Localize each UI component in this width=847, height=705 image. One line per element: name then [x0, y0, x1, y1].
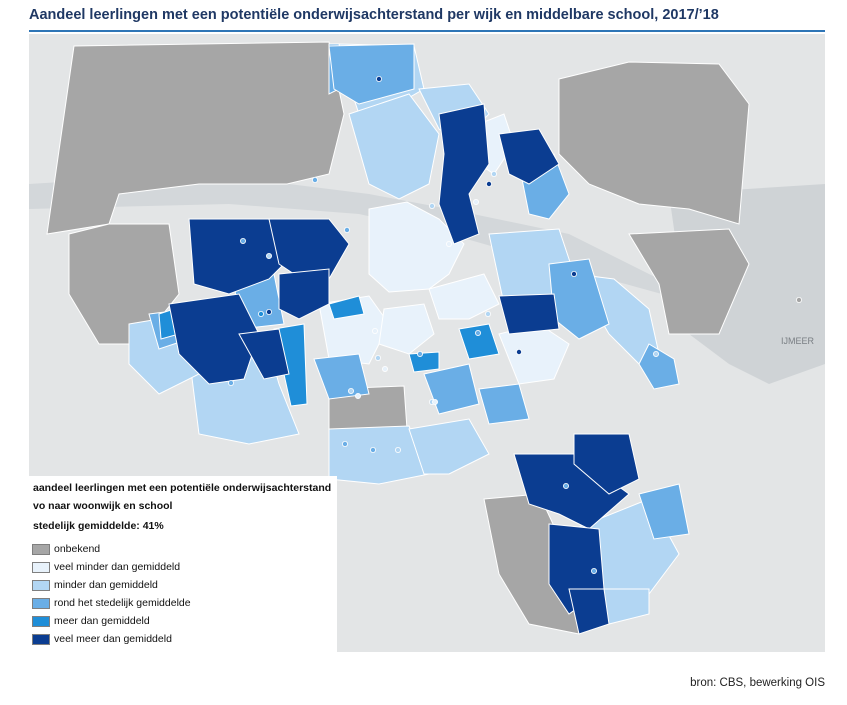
- ijmeer-label: IJMEER: [781, 336, 815, 346]
- legend-item-much-higher: veel meer dan gemiddeld: [32, 631, 172, 647]
- school-dot: [265, 308, 272, 315]
- area-watergraafsmeer: [478, 383, 530, 425]
- school-dot: [472, 198, 479, 205]
- area-noord-oost: [558, 61, 750, 225]
- legend-item-lower: minder dan gemiddeld: [32, 577, 158, 593]
- ij-river: [29, 174, 669, 296]
- area-noord-top: [328, 43, 415, 105]
- legend-swatch: [32, 579, 50, 591]
- legend-item-label: rond het stedelijk gemiddelde: [54, 597, 191, 609]
- school-dot: [375, 76, 382, 83]
- school-dot: [563, 482, 570, 489]
- school-dot: [515, 348, 522, 355]
- legend-item-average: rond het stedelijk gemiddelde: [32, 595, 191, 611]
- area-centrum-oost: [428, 273, 500, 320]
- area-noord-midden: [348, 93, 440, 200]
- legend-item-much-lower: veel minder dan gemiddeld: [32, 559, 180, 575]
- legend-item-label: veel minder dan gemiddeld: [54, 561, 181, 573]
- map-area: IJMEER: [29, 34, 825, 652]
- unknown-areas: [46, 41, 750, 635]
- area-osdorp-oost: [238, 328, 290, 380]
- school-dot: [381, 365, 388, 372]
- map-title: Aandeel leerlingen met een potentiële on…: [29, 7, 719, 23]
- school-markers: [227, 76, 803, 575]
- area-ijburg: [638, 343, 680, 390]
- legend-swatch: [32, 543, 50, 555]
- legend-item-label: minder dan gemiddeld: [54, 579, 158, 591]
- school-dot: [571, 270, 578, 277]
- districts-much-higher: [168, 103, 640, 635]
- area-zuid-west: [313, 353, 370, 400]
- school-dot: [653, 350, 660, 357]
- legend-item-label: meer dan gemiddeld: [54, 615, 150, 627]
- area-indische-buurt: [498, 293, 560, 335]
- legend-swatch: [32, 615, 50, 627]
- area-oost-haven: [628, 228, 750, 335]
- area-bijlmer-oost: [573, 433, 640, 495]
- area-noord-banne: [438, 103, 490, 245]
- legend-item-unknown: onbekend: [32, 541, 100, 557]
- map-legend: aandeel leerlingen met een potentiële on…: [29, 476, 337, 652]
- school-dot: [428, 202, 435, 209]
- school-dot: [431, 398, 438, 405]
- school-dot: [474, 329, 481, 336]
- school-dot: [445, 240, 452, 247]
- legend-title: aandeel leerlingen met een potentiële on…: [33, 482, 332, 494]
- school-dot: [394, 446, 401, 453]
- area-osdorp-centrum: [168, 293, 260, 385]
- legend-item-label: veel meer dan gemiddeld: [54, 633, 172, 645]
- legend-swatch: [32, 597, 50, 609]
- school-dot: [311, 176, 318, 183]
- area-kinkerbuurt: [328, 295, 365, 320]
- legend-average: stedelijk gemiddelde: 41%: [33, 520, 164, 532]
- school-dot: [341, 440, 348, 447]
- school-dot: [796, 296, 803, 303]
- area-centrum-west: [368, 201, 465, 293]
- school-dot: [347, 387, 354, 394]
- school-dot: [490, 170, 497, 177]
- title-rule: [29, 30, 825, 32]
- school-dot: [416, 350, 423, 357]
- school-dot: [239, 237, 246, 244]
- school-dot: [374, 354, 381, 361]
- area-noord-nieuwendam: [498, 128, 560, 185]
- school-dot: [371, 327, 378, 334]
- legend-item-label: onbekend: [54, 543, 101, 555]
- area-slotermeer-zuid: [278, 268, 330, 320]
- school-dot: [354, 392, 361, 399]
- school-dot: [591, 568, 598, 575]
- area-zuid-2: [408, 418, 490, 475]
- school-dot: [265, 252, 272, 259]
- city-map: IJMEER: [29, 34, 825, 652]
- area-buitenveldert: [328, 425, 430, 485]
- legend-swatch: [32, 633, 50, 645]
- school-dot: [484, 310, 491, 317]
- school-dot: [257, 310, 264, 317]
- area-oost-4: [458, 323, 500, 360]
- school-dot: [227, 379, 234, 386]
- area-oud-zuid: [378, 303, 435, 355]
- legend-swatch: [32, 561, 50, 573]
- legend-subtitle: vo naar woonwijk en school: [33, 500, 173, 512]
- area-zuidoost-4: [638, 483, 690, 540]
- school-dot: [485, 180, 492, 187]
- legend-item-higher: meer dan gemiddeld: [32, 613, 150, 629]
- area-gaasperdam: [568, 588, 610, 635]
- school-dot: [369, 446, 376, 453]
- source-note: bron: CBS, bewerking OIS: [690, 677, 825, 689]
- area-oost-small: [408, 351, 440, 373]
- school-dot: [343, 226, 350, 233]
